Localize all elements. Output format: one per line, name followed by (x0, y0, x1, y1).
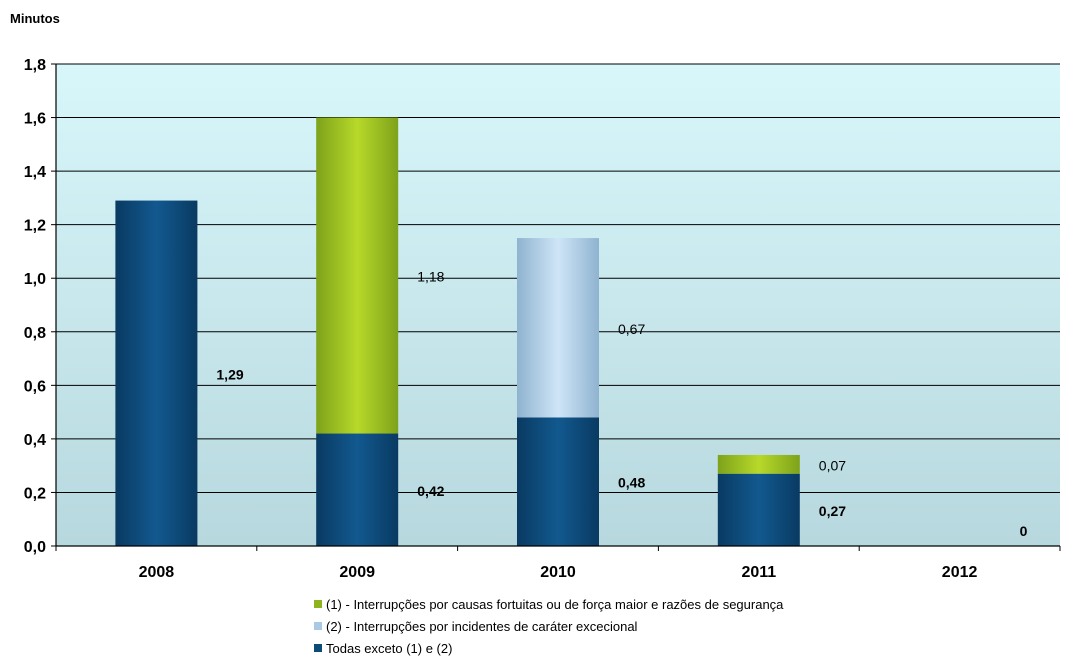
bar-2009-series-1 (316, 117, 399, 434)
x-tick-label: 2012 (942, 564, 978, 581)
legend-swatch (314, 622, 322, 630)
y-tick-label: 0,2 (24, 485, 46, 502)
legend-item: (2) - Interrupções por incidentes de car… (314, 615, 783, 637)
data-label-2011-series-0: 0,27 (819, 503, 846, 519)
legend-item: (1) - Interrupções por causas fortuitas … (314, 593, 783, 615)
data-label-2008-series-0: 1,29 (216, 366, 243, 382)
y-tick-label: 1,4 (24, 164, 46, 181)
bar-2010-series-2 (517, 238, 599, 418)
y-tick-label: 1,8 (24, 57, 46, 74)
data-label-2010-series-2: 0,67 (618, 321, 645, 337)
legend-swatch (314, 644, 322, 652)
y-axis-title: Minutos (10, 11, 60, 26)
bar-2010-series-0 (517, 417, 599, 546)
data-label-2012-series-0: 0 (1020, 523, 1028, 539)
legend-swatch (314, 600, 322, 608)
y-tick-label: 0,0 (24, 539, 46, 556)
data-label-2010-series-0: 0,48 (618, 475, 645, 491)
data-label-2009-series-0: 0,42 (417, 483, 444, 499)
bar-2008-series-0 (115, 200, 198, 547)
bar-2011-series-1 (717, 454, 800, 474)
y-tick-label: 1,2 (24, 218, 46, 235)
data-label-2009-series-1: 1,18 (417, 269, 444, 285)
y-tick-label: 1,0 (24, 271, 46, 288)
y-tick-label: 0,6 (24, 378, 46, 395)
legend-item: Todas exceto (1) e (2) (314, 637, 783, 659)
y-tick-label: 0,8 (24, 325, 46, 342)
y-tick-label: 1,6 (24, 111, 46, 128)
legend: (1) - Interrupções por causas fortuitas … (314, 593, 783, 659)
y-tick-label: 0,4 (24, 432, 46, 449)
bar-2011-series-0 (717, 473, 800, 546)
legend-label: (1) - Interrupções por causas fortuitas … (326, 596, 784, 612)
x-tick-label: 2008 (139, 564, 175, 581)
x-tick-label: 2009 (339, 564, 375, 581)
x-tick-label: 2011 (741, 564, 776, 581)
legend-label: (2) - Interrupções por incidentes de car… (326, 618, 638, 634)
x-tick-label: 2010 (540, 564, 576, 581)
legend-label: Todas exceto (1) e (2) (326, 640, 453, 656)
data-label-2011-series-1: 0,07 (819, 457, 846, 473)
bar-2009-series-0 (316, 433, 399, 546)
